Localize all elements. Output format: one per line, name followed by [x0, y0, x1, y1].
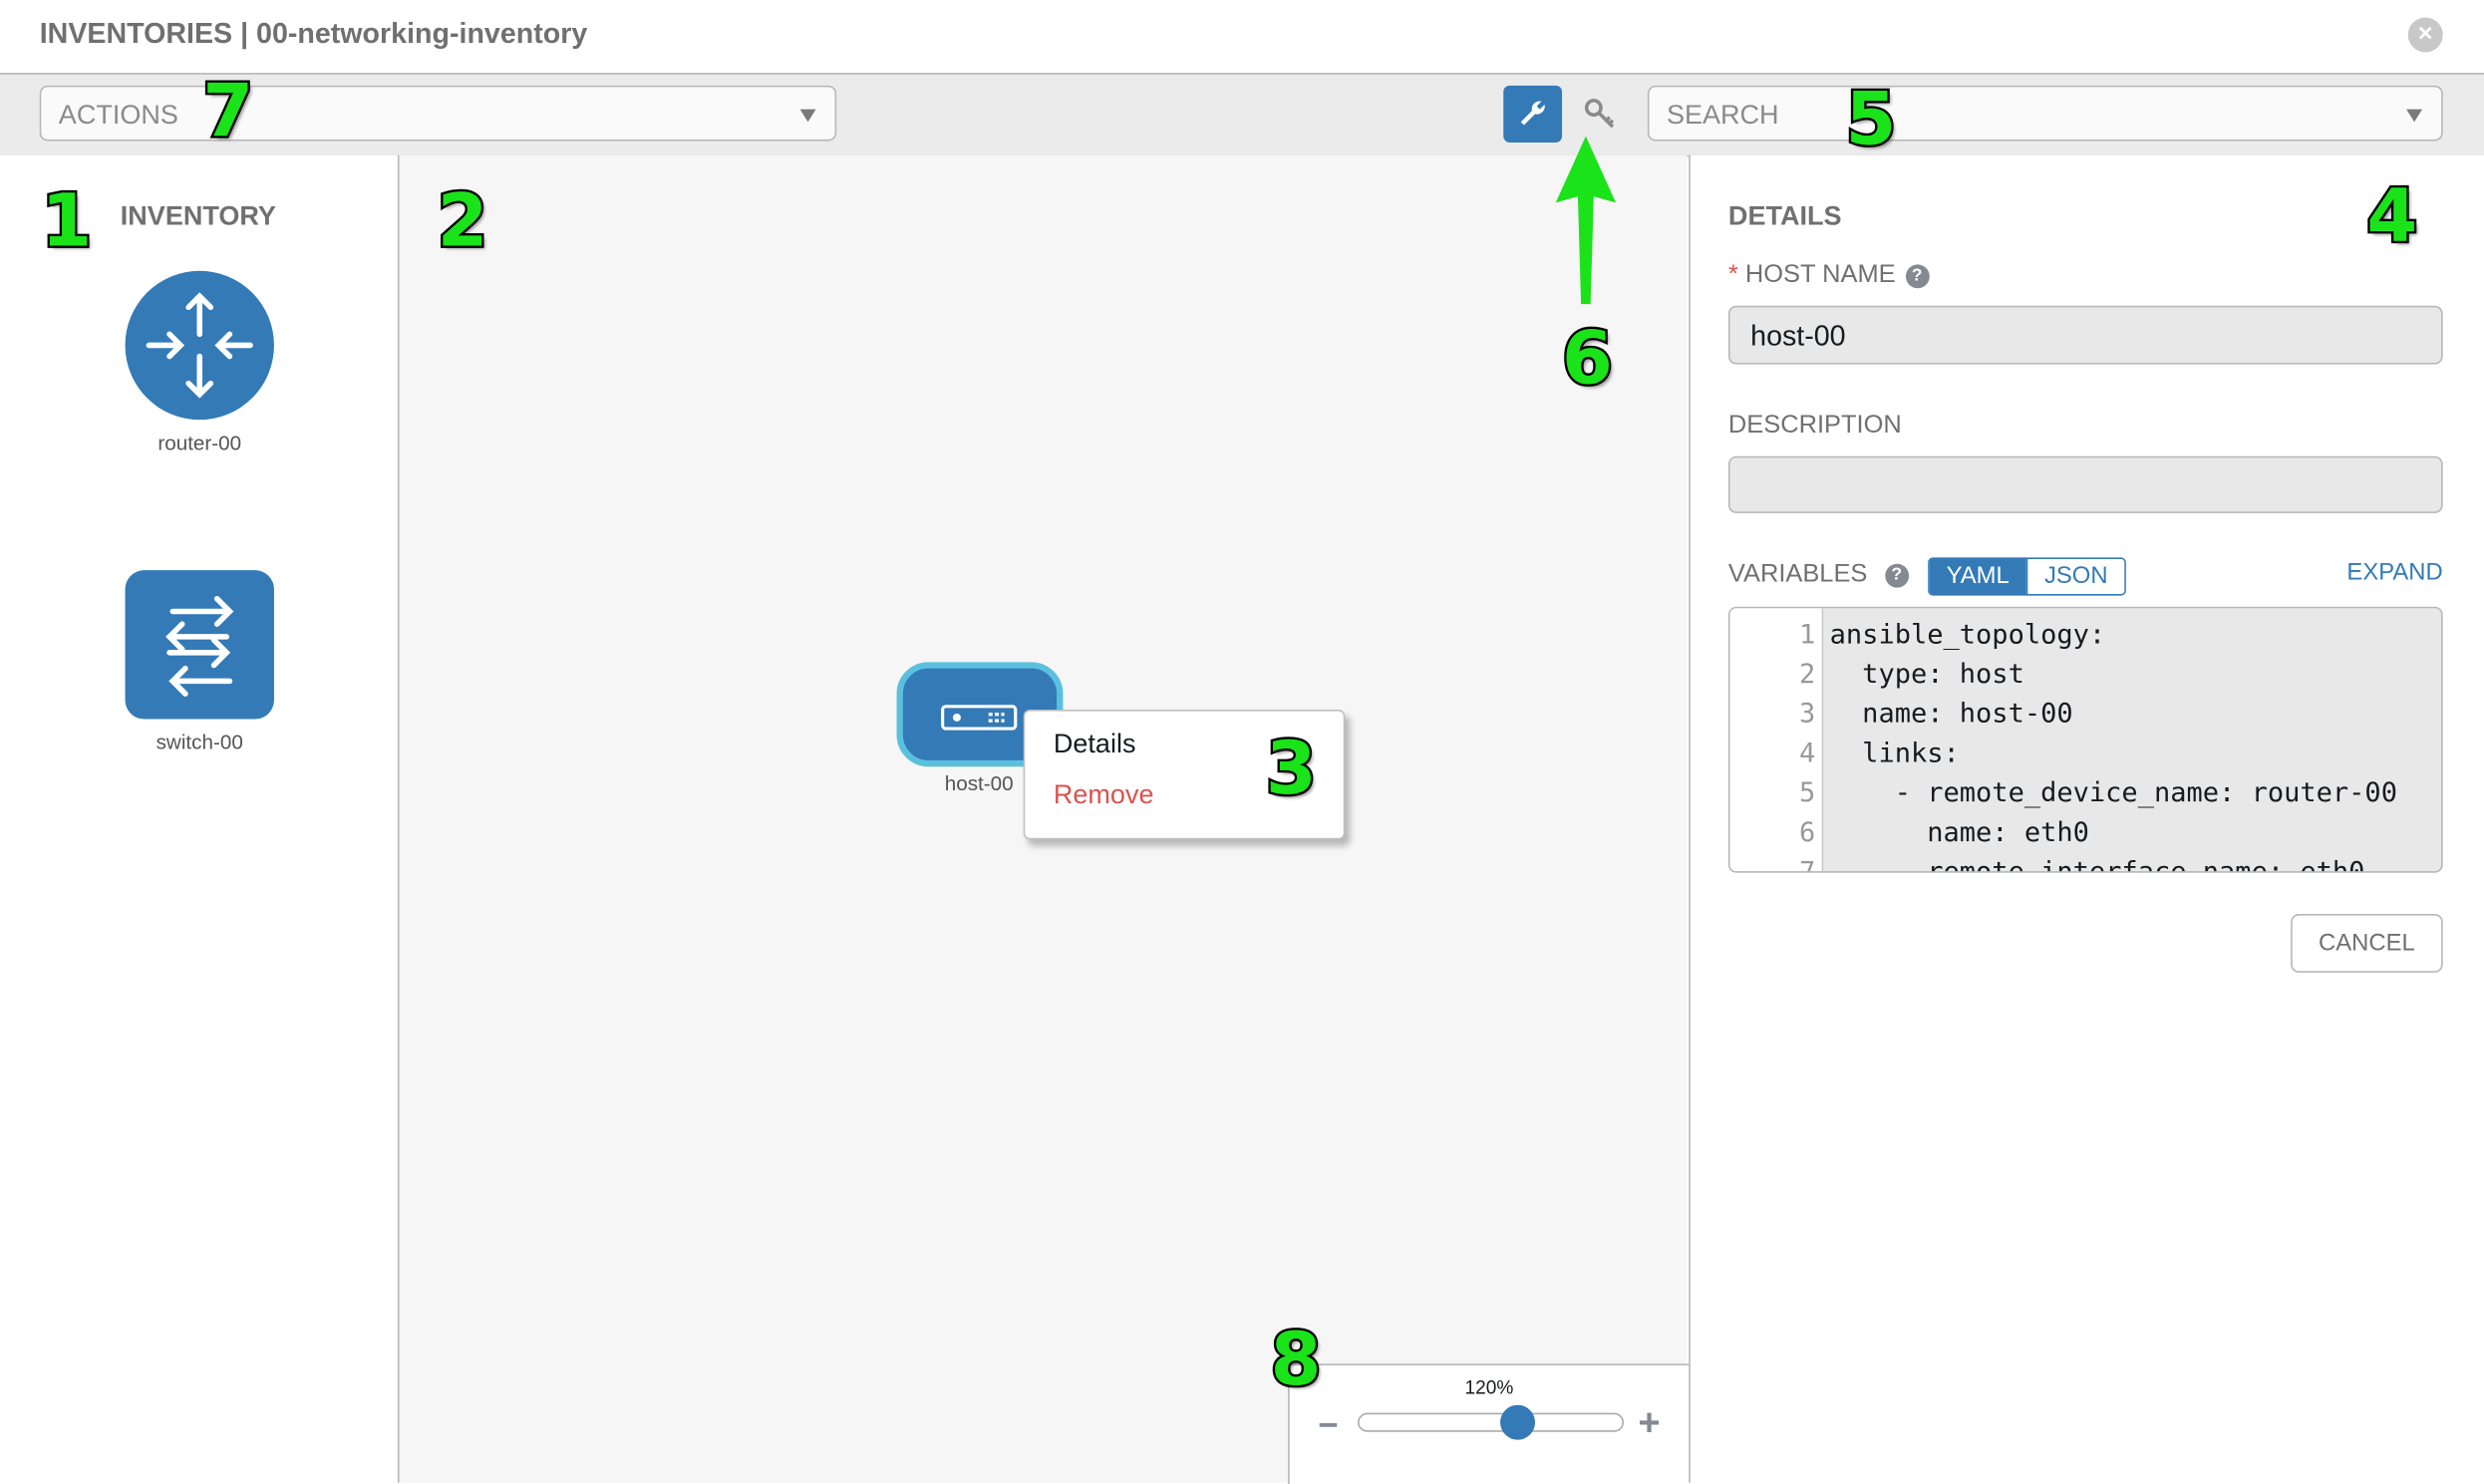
router-icon	[146, 292, 253, 399]
chevron-down-icon	[2406, 109, 2423, 123]
required-mark: *	[1727, 261, 1738, 289]
line-number: 3	[1799, 698, 1816, 731]
host-name-label-text: HOST NAME	[1744, 261, 1896, 289]
wrench-icon	[1520, 101, 1545, 126]
switch-label: switch-00	[155, 730, 243, 754]
annotation-4: 4	[2364, 172, 2420, 259]
expand-link[interactable]: EXPAND	[2346, 559, 2443, 587]
code-line: ansible_topology:	[1829, 619, 2106, 652]
annotation-6: 6	[1560, 315, 1616, 402]
search-label: SEARCH	[1666, 100, 1779, 131]
code-line: name: eth0	[1829, 817, 2089, 849]
inventory-item-router[interactable]	[125, 270, 274, 421]
annotation-arrow-icon	[1555, 136, 1617, 305]
annotation-2: 2	[435, 177, 490, 263]
json-toggle[interactable]: JSON	[2025, 559, 2125, 594]
zoom-slider[interactable]	[1358, 1412, 1625, 1432]
zoom-widget: 120% − +	[1288, 1363, 1690, 1484]
variables-editor[interactable]: 1 2 3 4 5 6 7 ansible_topology: type: host nam…	[1727, 606, 2443, 873]
host-server-icon	[941, 705, 1018, 731]
annotation-1: 1	[39, 177, 95, 263]
zoom-in-button[interactable]: +	[1638, 1401, 1661, 1445]
line-gutter: 1 2 3 4 5 6 7	[1729, 608, 1824, 873]
key-button[interactable]	[1581, 95, 1619, 133]
host-name-input[interactable]: host-00	[1727, 305, 2443, 365]
code-line: name: host-00	[1829, 698, 2073, 731]
page-title: INVENTORIES | 00-networking-inventory	[39, 17, 588, 50]
wrench-button[interactable]	[1503, 85, 1563, 144]
details-title: DETAILS	[1727, 200, 1842, 232]
code-line: remote_interface_name: eth0	[1829, 856, 2365, 873]
search-dropdown[interactable]: SEARCH	[1647, 85, 2443, 142]
switch-icon	[165, 595, 234, 697]
chevron-down-icon	[799, 109, 816, 123]
help-icon[interactable]: ?	[1905, 264, 1929, 289]
variables-label: VARIABLES?	[1728, 561, 1909, 590]
close-icon[interactable]: ×	[2407, 17, 2443, 53]
description-input[interactable]	[1727, 455, 2443, 513]
format-toggle: YAML JSON	[1928, 557, 2126, 596]
context-menu: Details Remove	[1023, 710, 1346, 840]
annotation-7: 7	[200, 68, 256, 154]
zoom-slider-handle[interactable]	[1499, 1404, 1535, 1440]
line-number: 7	[1799, 856, 1816, 873]
annotation-5: 5	[1843, 76, 1899, 162]
code-line: - remote_device_name: router-00	[1829, 777, 2397, 810]
line-number: 1	[1799, 619, 1816, 652]
inventory-title: INVENTORY	[120, 200, 276, 232]
host-name-label: * HOST NAME?	[1728, 261, 1929, 290]
yaml-toggle[interactable]: YAML	[1929, 559, 2026, 594]
key-icon	[1584, 99, 1615, 129]
description-label: DESCRIPTION	[1727, 412, 1902, 440]
zoom-out-button[interactable]: −	[1318, 1404, 1339, 1445]
line-number: 4	[1799, 738, 1816, 770]
actions-label: ACTIONS	[58, 100, 178, 131]
cancel-button[interactable]: CANCEL	[2291, 914, 2443, 973]
code-line: links:	[1829, 738, 1960, 770]
zoom-level: 120%	[1464, 1376, 1514, 1399]
annotation-8: 8	[1268, 1316, 1324, 1402]
host-label: host-00	[944, 770, 1014, 795]
annotation-3: 3	[1263, 725, 1319, 811]
help-icon[interactable]: ?	[1884, 563, 1909, 588]
line-number: 5	[1799, 777, 1816, 810]
router-label: router-00	[157, 431, 242, 455]
line-number: 6	[1799, 817, 1816, 849]
menu-item-remove[interactable]: Remove	[1053, 778, 1154, 810]
actions-dropdown[interactable]: ACTIONS	[39, 85, 837, 142]
code-line: type: host	[1829, 659, 2024, 691]
variables-label-text: VARIABLES	[1727, 560, 1868, 588]
inventory-item-switch[interactable]	[125, 570, 274, 720]
menu-item-details[interactable]: Details	[1053, 729, 1136, 759]
line-number: 2	[1799, 659, 1816, 691]
